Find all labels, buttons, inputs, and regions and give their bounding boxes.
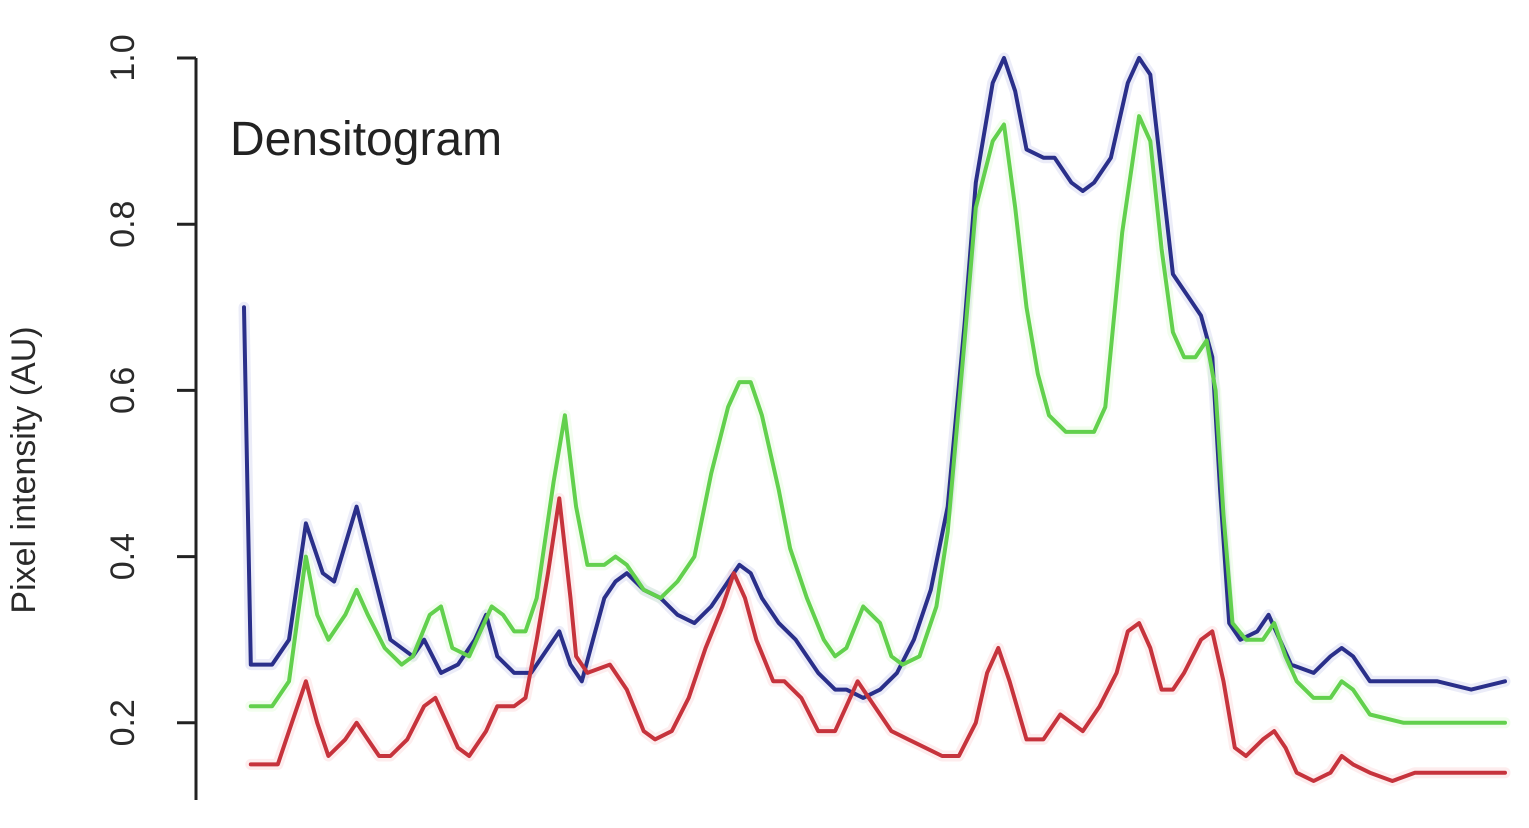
chart-title: Densitogram — [230, 113, 502, 166]
series-3-line — [248, 496, 1507, 783]
series-layer — [242, 56, 1507, 783]
series-2-line — [248, 114, 1507, 725]
y-axis-ticks: 0.2 0.4 0.6 0.8 1.0 — [104, 34, 196, 746]
series-3-glow — [245, 492, 1511, 787]
series-2-glow — [245, 110, 1511, 729]
y-tick-label: 1.0 — [104, 34, 142, 81]
y-axis-label: Pixel intensity (AU) — [5, 326, 43, 613]
y-tick-label: 0.6 — [104, 367, 142, 414]
series-1-line — [242, 56, 1507, 700]
y-tick-label: 0.2 — [104, 699, 142, 746]
y-tick-label: 0.8 — [104, 201, 142, 248]
y-tick-label: 0.4 — [104, 533, 142, 580]
